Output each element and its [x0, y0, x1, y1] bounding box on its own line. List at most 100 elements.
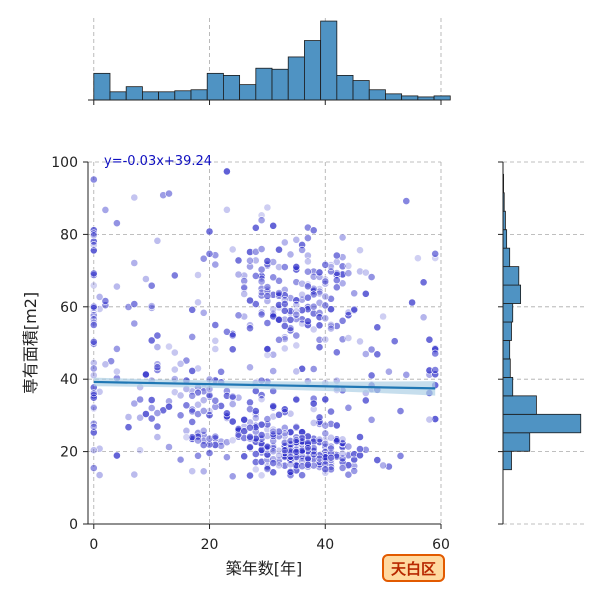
scatter-point [286, 460, 295, 469]
scatter-point [315, 460, 324, 469]
scatter-point [275, 335, 283, 344]
scatter-point [182, 433, 191, 442]
y-marginal-histogram [498, 161, 585, 525]
scatter-point [303, 282, 312, 291]
scatter-point [298, 471, 306, 480]
scatter-point [89, 229, 98, 238]
scatter-point [321, 260, 330, 269]
scatter-point [280, 423, 289, 432]
regression-layer [93, 377, 436, 396]
scatter-point [188, 366, 197, 375]
scatter-point [251, 407, 260, 415]
scatter-point [344, 269, 353, 278]
scatter-point [89, 428, 98, 437]
y-histogram-bar [502, 395, 537, 415]
scatter-point [130, 399, 139, 408]
scatter-point [263, 283, 272, 291]
scatter-point [315, 268, 324, 277]
scatter-point [373, 323, 382, 332]
scatter-point [419, 278, 428, 287]
scatter-point [356, 337, 364, 346]
scatter-point [113, 219, 121, 228]
scatter-point [251, 414, 260, 422]
scatter-point [257, 245, 266, 253]
scatter-point [402, 197, 411, 205]
scatter-point [257, 445, 266, 454]
y-histogram-bar [502, 358, 511, 378]
scatter-point [275, 410, 283, 419]
y-histogram-bar [502, 266, 520, 286]
scatter-point [315, 454, 324, 463]
scatter-point [136, 395, 144, 404]
scatter-point [263, 203, 272, 212]
x-histogram-bar [141, 91, 160, 101]
scatter-point [205, 407, 214, 416]
scatter-point [356, 445, 364, 453]
x-tick-label: 60 [432, 537, 450, 553]
scatter-point [298, 364, 306, 373]
scatter-point [275, 289, 283, 297]
scatter-point [147, 404, 156, 412]
scatter-point [275, 315, 283, 324]
scatter-point [309, 450, 318, 459]
scatter-point [124, 413, 133, 421]
scatter-point [89, 364, 98, 373]
scatter-point [257, 391, 266, 399]
scatter-point [321, 465, 330, 474]
scatter-point [240, 290, 249, 298]
scatter-point [211, 336, 220, 345]
scatter-point [170, 348, 179, 357]
scatter-point [251, 450, 260, 458]
scatter-point [113, 451, 121, 460]
y-histogram-bar [502, 284, 522, 304]
scatter-points [89, 167, 440, 481]
y-tick-label: 0 [69, 517, 78, 533]
scatter-point [269, 459, 278, 467]
scatter-point [95, 387, 104, 396]
scatter-point [269, 221, 278, 230]
scatter-point [315, 313, 324, 322]
scatter-point [321, 429, 330, 438]
scatter-point [257, 277, 266, 286]
scatter-point [211, 321, 220, 329]
scatter-point [234, 311, 243, 320]
scatter-point [246, 471, 254, 480]
scatter-point [303, 293, 312, 302]
scatter-point [315, 343, 324, 352]
scatter-point [222, 167, 231, 176]
scatter-point [327, 294, 335, 303]
scatter-point [89, 281, 98, 290]
scatter-point [165, 342, 173, 351]
x-tick-label: 20 [201, 537, 219, 553]
y-histogram-bar [502, 247, 511, 268]
scatter-point [170, 271, 179, 280]
scatter-point [257, 420, 266, 429]
scatter-point [257, 310, 266, 319]
scatter-point [309, 226, 318, 235]
scatter-point [89, 302, 98, 311]
scatter-point [390, 337, 399, 346]
scatter-point [269, 468, 278, 477]
scatter-point [257, 457, 266, 466]
scatter-point [373, 350, 382, 359]
scatter-point [182, 426, 191, 435]
district-badge: 天白区 [382, 554, 445, 582]
scatter-point [153, 433, 162, 441]
scatter-point [113, 344, 121, 353]
scatter-point [275, 301, 283, 309]
scatter-point [280, 446, 289, 455]
scatter-point [89, 446, 98, 455]
scatter-point [303, 267, 312, 276]
scatter-point [240, 452, 249, 461]
scatter-point [327, 267, 335, 276]
scatter-point [246, 296, 254, 305]
scatter-point [101, 297, 110, 305]
scatter-point [130, 300, 139, 308]
scatter-point [246, 432, 254, 441]
x-histogram-bar [206, 72, 224, 101]
scatter-point [292, 331, 301, 340]
scatter-point [257, 395, 266, 404]
scatter-point [246, 256, 254, 265]
scatter-point [309, 418, 318, 427]
